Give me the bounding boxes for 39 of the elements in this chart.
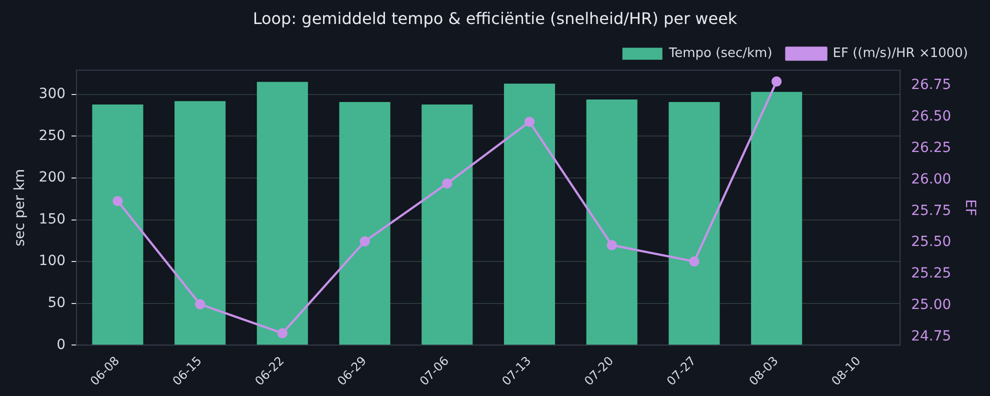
point — [606, 240, 617, 250]
y-tick-label: 100 — [38, 253, 66, 270]
bar — [751, 92, 802, 345]
point — [360, 236, 370, 246]
bar — [339, 102, 390, 345]
bar — [504, 84, 556, 345]
y-tick-label: 250 — [38, 128, 66, 144]
y2-tick-label: 26.50 — [911, 108, 952, 124]
bar — [256, 82, 308, 345]
point — [277, 328, 288, 338]
y2-tick-label: 25.50 — [911, 234, 952, 250]
y-tick-label: 50 — [48, 295, 66, 312]
chart-title: Loop: gemiddeld tempo & efficiëntie (snelheid/HR) per week — [252, 8, 738, 28]
y-tick-label: 150 — [38, 211, 66, 228]
y2-axis-title: EF — [962, 199, 978, 216]
y2-tick-label: 25.25 — [911, 266, 952, 282]
y2-tick-label: 25.00 — [911, 297, 952, 314]
y-tick-label: 0 — [56, 336, 66, 353]
point — [771, 76, 782, 87]
y2-tick-label: 26.75 — [911, 76, 952, 93]
point — [442, 178, 452, 189]
y-tick-label: 200 — [38, 170, 66, 186]
bar — [668, 102, 720, 345]
legend-label: Tempo (sec/km) — [668, 46, 772, 62]
point — [194, 299, 206, 310]
y-axis-title: sec per km — [12, 168, 28, 246]
bar — [586, 99, 638, 345]
y2-tick-label: 25.75 — [911, 202, 952, 219]
y2-tick-label: 24.75 — [911, 328, 952, 345]
y2-tick-label: 26.25 — [911, 140, 952, 156]
y2-tick-label: 26.00 — [911, 171, 952, 188]
bar — [174, 101, 226, 345]
point — [689, 256, 700, 267]
point — [524, 116, 535, 127]
bar — [92, 104, 144, 345]
bar — [422, 104, 473, 345]
legend-label: EF ((m/s)/HR ×1000) — [832, 46, 968, 62]
point — [112, 196, 123, 206]
y-tick-label: 300 — [38, 86, 66, 102]
